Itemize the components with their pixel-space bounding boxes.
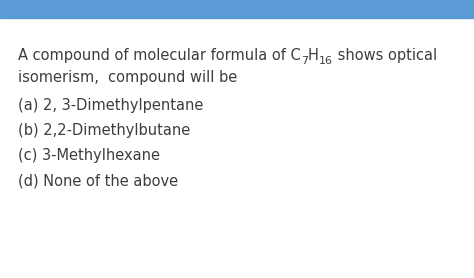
Bar xyxy=(0,0,474,18)
Text: (a) 2, 3-Dimethylpentane: (a) 2, 3-Dimethylpentane xyxy=(18,98,203,113)
Text: H: H xyxy=(308,48,319,63)
Text: 7: 7 xyxy=(301,56,308,66)
Text: (c) 3-Methylhexane: (c) 3-Methylhexane xyxy=(18,148,160,163)
Text: 16: 16 xyxy=(319,56,333,66)
Text: isomerism,  compound will be: isomerism, compound will be xyxy=(18,70,237,85)
Text: (b) 2,2-Dimethylbutane: (b) 2,2-Dimethylbutane xyxy=(18,123,190,138)
Text: A compound of molecular formula of C: A compound of molecular formula of C xyxy=(18,48,301,63)
Text: shows optical: shows optical xyxy=(333,48,437,63)
Text: (d) None of the above: (d) None of the above xyxy=(18,173,178,188)
